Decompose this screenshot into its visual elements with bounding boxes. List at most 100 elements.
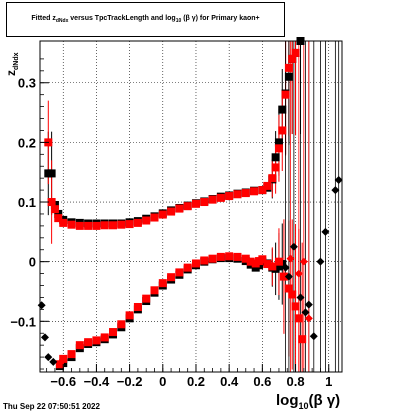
data-point (117, 220, 126, 229)
plot-frame (39, 40, 343, 373)
data-point (291, 302, 300, 311)
data-point (284, 63, 293, 72)
data-point (281, 90, 290, 99)
data-point-diamond (289, 242, 298, 251)
data-point (150, 213, 159, 222)
data-point (175, 268, 184, 277)
x-tick-label: 1 (325, 374, 332, 389)
x-tick-label: −0.4 (84, 374, 110, 389)
y-tick-label: 0.1 (18, 195, 36, 210)
axis-ticks: −0.6 −0.4 −0.2 0 0.2 0.4 0.6 0.8 1 −0.1 0 0.1 0.2 0.3 (10, 58, 332, 389)
data-point (67, 350, 76, 359)
y-tick-label: 0 (29, 255, 36, 270)
data-point (142, 294, 151, 303)
data-point (117, 320, 126, 329)
data-point (191, 259, 200, 268)
data-point (288, 54, 297, 63)
title-sub2: 10 (175, 18, 182, 24)
data-point (100, 333, 109, 342)
data-point (125, 311, 134, 320)
data-point (59, 218, 68, 227)
data-point (109, 328, 118, 337)
data-point (291, 48, 300, 57)
data-point-diamond (49, 357, 58, 366)
timestamp: Thu Sep 22 07:50:51 2022 (3, 402, 100, 411)
data-point (278, 126, 287, 135)
data-point-diamond (304, 314, 313, 323)
data-point (47, 198, 56, 207)
data-point (92, 221, 101, 230)
data-point-diamond (299, 257, 308, 266)
data-markers (37, 37, 343, 371)
title-tail: (β γ) for Primary kaon+ (181, 15, 260, 22)
x-tick-label: 0.2 (187, 374, 205, 389)
data-point (241, 254, 250, 263)
data-point-diamond (294, 269, 303, 278)
data-point (241, 189, 250, 198)
data-point (125, 220, 134, 229)
data-point (158, 210, 167, 219)
xlabel-main: log (276, 392, 299, 409)
data-point (54, 209, 63, 218)
data-point (284, 72, 293, 81)
data-point-diamond (331, 186, 340, 195)
y-axis-label: zdNdx (4, 53, 20, 77)
x-tick-label: −0.6 (50, 374, 76, 389)
data-point (274, 257, 283, 266)
data-point (233, 190, 242, 199)
data-point (75, 341, 84, 350)
data-point (258, 255, 267, 264)
data-point (250, 187, 259, 196)
data-point (278, 105, 287, 114)
data-point (100, 221, 109, 230)
title-mid: versus TpcTrackLength and log (68, 15, 176, 22)
x-tick-label: 0.4 (220, 374, 239, 389)
data-point (150, 286, 159, 295)
data-point (92, 336, 101, 345)
title-sub: dNdx (55, 18, 69, 24)
title-main: Fitted z (31, 15, 56, 22)
data-point (208, 195, 217, 204)
data-point (142, 216, 151, 225)
data-point-diamond (37, 301, 46, 310)
data-point (294, 314, 303, 323)
xlabel-tail: (β γ) (308, 392, 341, 409)
data-point-diamond (40, 333, 49, 342)
x-axis-label: log10(β γ) (276, 392, 340, 411)
data-point (59, 354, 68, 363)
data-point-diamond (316, 257, 325, 266)
data-point (183, 202, 192, 211)
data-point (298, 335, 307, 344)
data-point (225, 192, 234, 201)
data-point (158, 279, 167, 288)
data-point (271, 163, 280, 172)
data-point (233, 252, 242, 261)
x-tick-label: 0.6 (253, 374, 271, 389)
data-point-diamond (334, 175, 343, 184)
data-point (263, 260, 272, 269)
data-point (268, 174, 277, 183)
data-point (84, 338, 93, 347)
data-point (84, 221, 93, 230)
data-point (271, 153, 280, 162)
data-point (246, 257, 255, 266)
data-point (200, 256, 209, 265)
data-point (258, 186, 267, 195)
data-point-diamond (301, 308, 310, 317)
data-point (279, 272, 288, 281)
data-point (54, 214, 63, 223)
data-point (216, 193, 225, 202)
x-tick-label: 0.8 (286, 374, 304, 389)
data-point-diamond (309, 332, 318, 341)
data-point (216, 252, 225, 261)
data-point (133, 218, 142, 227)
data-point (47, 169, 56, 178)
data-point (167, 207, 176, 216)
title-box: Fitted zdNdx versus TpcTrackLength and l… (6, 2, 285, 37)
data-point-diamond (286, 254, 295, 263)
y-tick-label: 0.2 (18, 135, 36, 150)
data-point-diamond (321, 227, 330, 236)
data-point (109, 221, 118, 230)
data-point (191, 199, 200, 208)
data-point (200, 198, 209, 207)
